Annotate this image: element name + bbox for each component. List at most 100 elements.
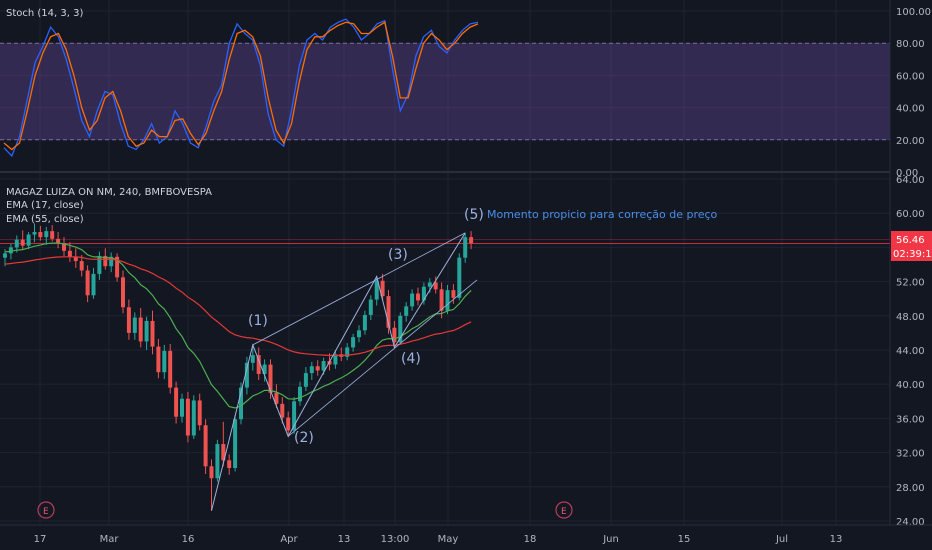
symbol-label[interactable]: MAGAZ LUIZA ON NM, 240, BMFBOVESPA	[6, 187, 212, 198]
candlestick-series	[3, 223, 474, 511]
candle-body-44	[262, 364, 267, 374]
candle-body-2	[14, 239, 19, 248]
elliott-wave-drawing[interactable]	[211, 232, 478, 511]
candle-body-26	[156, 346, 161, 373]
candle-body-11	[67, 250, 72, 257]
ema-fast-line	[4, 242, 472, 409]
candle-body-20	[121, 277, 125, 308]
price-tick-3: 52.00	[896, 278, 925, 289]
candle-body-76	[451, 290, 456, 298]
time-label-1: Mar	[100, 534, 120, 545]
wave-label-1[interactable]: (1)	[248, 313, 268, 329]
candle-body-74	[439, 289, 444, 311]
stoch-tick-0: 100.00	[896, 7, 931, 18]
candle-body-6	[38, 232, 43, 238]
stoch-tick-5: 0.00	[896, 168, 918, 179]
candle-body-72	[427, 282, 432, 287]
candle-body-24	[144, 320, 149, 342]
candle-body-46	[274, 392, 279, 404]
wave-channel-lower	[287, 279, 478, 437]
candle-body-70	[416, 293, 420, 301]
candle-body-60	[357, 330, 361, 338]
stoch-lines	[3, 18, 479, 158]
candle-body-39	[233, 419, 238, 468]
candle-body-22	[132, 317, 137, 333]
time-label-4: 13	[338, 534, 351, 545]
candle-body-56	[333, 354, 338, 365]
candle-body-61	[362, 314, 367, 331]
candle-body-34	[203, 425, 208, 467]
last-price-tag: 56.46 02:39:13	[891, 231, 932, 261]
stoch-k-line	[3, 18, 479, 158]
time-label-9: 15	[678, 534, 691, 545]
candle-body-58	[345, 347, 350, 357]
candle-body-15	[91, 273, 96, 296]
time-label-2: 16	[182, 534, 195, 545]
candle-body-79	[469, 237, 474, 244]
candle-body-23	[138, 317, 143, 342]
candle-body-67	[398, 315, 403, 343]
price-tick-8: 32.00	[896, 449, 925, 460]
candle-body-69	[410, 293, 415, 307]
candle-body-8	[50, 231, 55, 239]
candle-body-52	[309, 366, 314, 374]
time-label-7: 18	[524, 534, 537, 545]
wave-label-4[interactable]: (4)	[401, 351, 421, 367]
candle-body-3	[20, 239, 25, 246]
candle-body-30	[180, 398, 184, 417]
candle-body-50	[298, 386, 302, 402]
time-label-0: 17	[34, 534, 47, 545]
candle-body-12	[73, 256, 78, 262]
grid-lines	[0, 0, 890, 525]
candle-body-48	[286, 417, 291, 431]
candle-body-64	[380, 280, 385, 297]
stoch-indicator-label[interactable]: Stoch (14, 3, 3)	[6, 8, 83, 19]
stoch-tick-2: 60.00	[896, 71, 925, 82]
candle-body-43	[256, 355, 261, 374]
candle-body-73	[433, 282, 438, 290]
event-marker-2-label: E	[561, 507, 567, 517]
candle-body-71	[421, 286, 426, 301]
ema-fast-label[interactable]: EMA (17, close)	[6, 200, 84, 211]
wave-label-5[interactable]: (5)	[464, 207, 484, 223]
price-tick-1: 60.00	[896, 209, 925, 220]
candle-body-33	[197, 400, 202, 426]
last-price-value: 56.46	[896, 235, 925, 246]
wave-label-3[interactable]: (3)	[388, 247, 408, 263]
event-marker-1[interactable]: E	[37, 501, 55, 519]
candle-body-16	[97, 255, 102, 274]
price-tick-7: 36.00	[896, 414, 925, 425]
time-label-10: Jul	[775, 534, 788, 545]
candle-body-42	[250, 355, 255, 363]
event-marker-2[interactable]: E	[555, 501, 573, 519]
candle-body-68	[404, 306, 409, 316]
price-tick-10: 24.00	[896, 517, 925, 528]
candle-body-19	[115, 256, 120, 278]
candle-body-63	[374, 280, 379, 300]
candle-body-0	[3, 253, 7, 258]
candle-body-32	[191, 400, 196, 436]
time-label-3: Apr	[280, 534, 298, 545]
candle-body-41	[244, 362, 249, 388]
stoch-tick-1: 80.00	[896, 39, 925, 50]
price-tick-9: 28.00	[896, 483, 925, 494]
candle-body-29	[174, 387, 179, 417]
price-tick-4: 48.00	[896, 312, 925, 323]
annotation-text[interactable]: Momento propicio para correção de preço	[487, 208, 718, 221]
candle-body-62	[368, 299, 373, 315]
candle-body-17	[103, 255, 108, 267]
stoch-tick-4: 20.00	[896, 136, 925, 147]
candle-body-7	[44, 231, 49, 238]
time-scale[interactable]: 17 Mar 16 Apr 13 13:00 May 18 Jun 15 Jul 13	[34, 534, 843, 545]
candle-body-51	[303, 373, 308, 387]
candle-body-45	[268, 364, 273, 393]
candle-body-47	[280, 403, 285, 418]
candle-body-54	[321, 361, 326, 371]
ema-slow-label[interactable]: EMA (55, close)	[6, 214, 84, 225]
candle-body-78	[463, 237, 468, 258]
candle-body-55	[327, 361, 332, 365]
candle-body-66	[392, 327, 397, 343]
candle-body-75	[445, 290, 450, 311]
wave-label-2[interactable]: (2)	[294, 430, 314, 446]
